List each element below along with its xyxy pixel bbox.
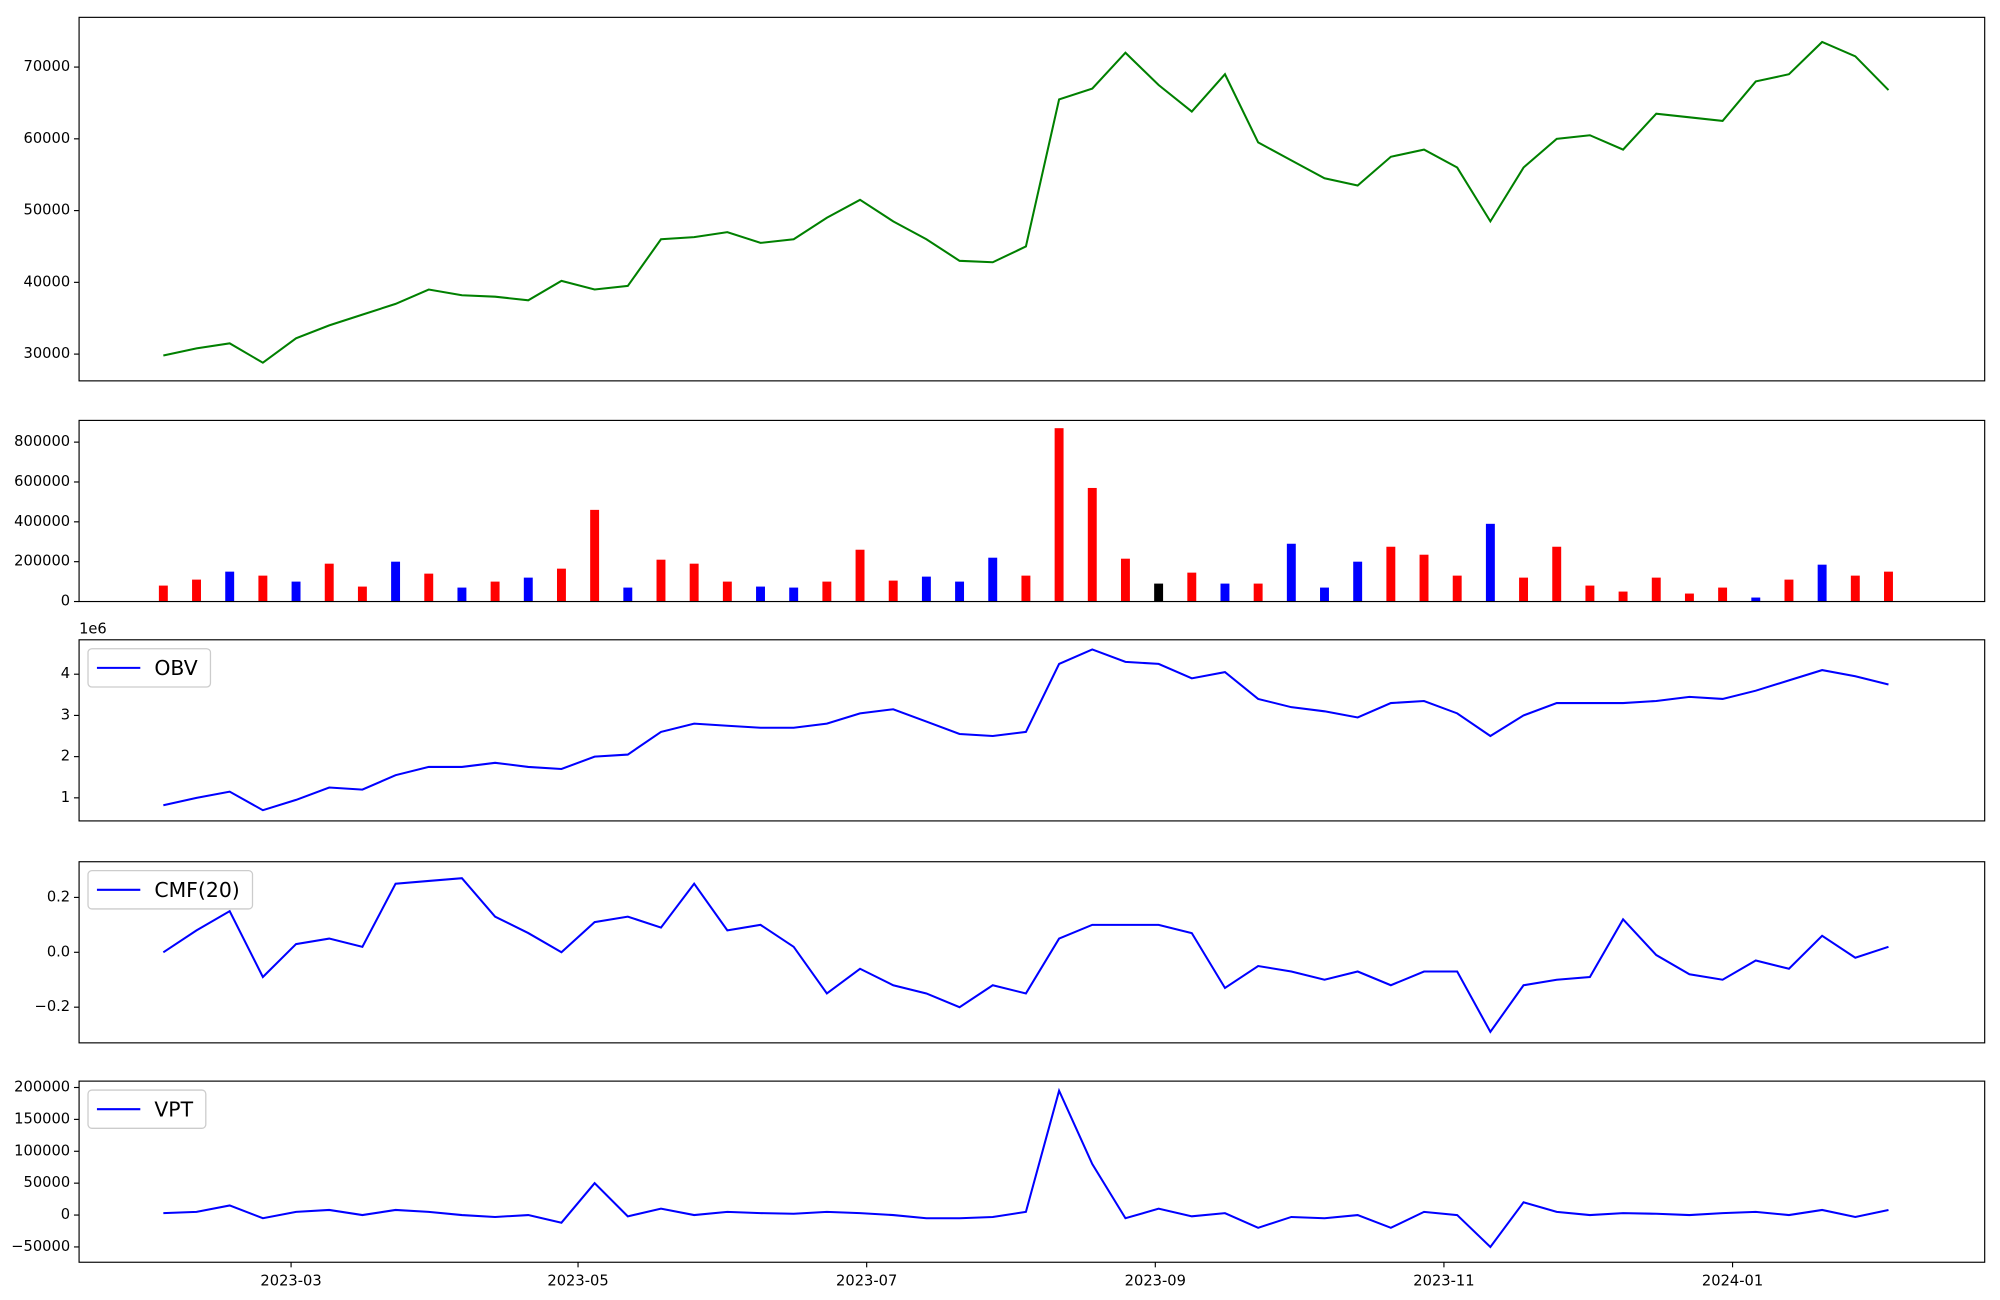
legend-box	[87, 1089, 207, 1129]
y-tick-label: 30000	[24, 345, 71, 362]
y-tick-label: 100000	[14, 1142, 70, 1159]
series-line	[163, 40, 1890, 364]
volume-bar	[689, 563, 699, 602]
volume-bar	[855, 549, 865, 602]
x-tick-label: 2023-09	[1125, 1272, 1186, 1289]
volume-bar	[424, 573, 434, 602]
volume-bar	[1684, 593, 1694, 602]
y-tick-label: −50000	[11, 1238, 70, 1255]
volume-bar	[490, 581, 500, 602]
volume-bar	[955, 581, 965, 602]
volume-bar	[1718, 587, 1728, 602]
x-tick-label: 2023-03	[260, 1272, 321, 1289]
volume-bar	[1353, 561, 1363, 602]
volume-bar	[1651, 577, 1661, 602]
volume-bar	[192, 579, 201, 602]
volume-bar	[1850, 575, 1860, 602]
volume-bar	[1452, 575, 1462, 602]
y-tick-label: 3	[61, 706, 70, 723]
volume-bar	[291, 581, 301, 602]
volume-bar	[1519, 577, 1529, 602]
volume-bar	[1751, 597, 1761, 602]
y-tick-label: −0.2	[35, 998, 71, 1015]
y-tick-label: 600000	[14, 473, 70, 490]
volume-bar	[1054, 428, 1064, 602]
y-tick-label: 150000	[14, 1110, 70, 1127]
volume-bar	[1320, 587, 1329, 602]
y-tick-label: 200000	[14, 553, 70, 570]
series-line	[163, 648, 1889, 812]
volume-bar	[921, 576, 931, 602]
volume-bar	[523, 577, 533, 602]
volume-bar	[623, 587, 633, 602]
y-tick-label: 4	[61, 665, 70, 682]
volume-bar	[1087, 487, 1097, 602]
series-line	[163, 1087, 1889, 1249]
volume-bar	[1021, 575, 1031, 602]
series-line	[162, 877, 1889, 1034]
volume-bar	[1552, 546, 1562, 602]
volume-bar	[1485, 523, 1495, 602]
y-tick-label: 70000	[24, 58, 71, 75]
axes-frame	[78, 419, 1986, 603]
volume-bar	[822, 581, 832, 602]
y-tick-label: 1	[61, 789, 70, 806]
volume-bar	[789, 587, 799, 602]
volume-bar	[988, 557, 998, 602]
volume-bar	[457, 587, 467, 602]
volume-bar	[391, 561, 401, 602]
y-tick-label: 40000	[24, 273, 71, 290]
y-tick-label: 2	[61, 748, 70, 765]
volume-bar	[1187, 572, 1197, 602]
legend-box	[87, 870, 254, 910]
axes-frame	[78, 16, 1986, 382]
axes-frame	[78, 639, 1986, 822]
x-tick-label: 2023-11	[1413, 1272, 1474, 1289]
y-tick-label: 60000	[24, 130, 71, 147]
volume-bar	[1154, 583, 1164, 602]
volume-bar	[258, 575, 268, 602]
x-tick-label: 2024-01	[1702, 1272, 1763, 1289]
y-tick-label: 800000	[14, 433, 70, 450]
volume-bar	[590, 509, 600, 602]
x-tick-label: 2023-05	[547, 1272, 608, 1289]
volume-bar	[1286, 543, 1296, 602]
x-tick-label: 2023-07	[836, 1272, 897, 1289]
volume-bar	[1784, 579, 1794, 602]
volume-bar	[1120, 558, 1130, 602]
volume-bar	[556, 568, 566, 602]
y-tick-label: 50000	[24, 202, 71, 219]
y-tick-label: 200000	[14, 1079, 70, 1096]
legend-label: OBV	[154, 656, 197, 680]
volume-bar	[1253, 583, 1263, 602]
legend-label: VPT	[154, 1097, 193, 1121]
volume-bar	[888, 580, 898, 602]
volume-bar	[656, 559, 666, 602]
volume-bar	[1386, 546, 1396, 602]
volume-bar	[225, 571, 235, 602]
y-tick-label: 400000	[14, 513, 70, 530]
volume-bar	[324, 563, 334, 602]
volume-bar	[1817, 564, 1827, 602]
volume-bar	[722, 581, 732, 602]
y-tick-label: 50000	[24, 1174, 71, 1191]
y-tick-label: 0.0	[47, 943, 70, 960]
legend-box	[87, 648, 212, 688]
y-tick-label: 0	[61, 1206, 70, 1223]
y-tick-label: 0	[61, 593, 70, 610]
axes-frame	[78, 1080, 1986, 1263]
volume-bar	[357, 586, 367, 602]
volume-bar	[1419, 554, 1429, 602]
volume-bar	[1884, 571, 1893, 602]
volume-bar	[1585, 585, 1595, 602]
legend-label: CMF(20)	[154, 878, 239, 902]
volume-bar	[756, 586, 765, 602]
volume-bar	[158, 585, 168, 602]
axes-frame	[78, 861, 1986, 1044]
volume-bar	[1220, 583, 1230, 602]
offset-label: 1e6	[79, 621, 107, 638]
y-tick-label: 0.2	[47, 888, 70, 905]
volume-bar	[1618, 591, 1628, 602]
